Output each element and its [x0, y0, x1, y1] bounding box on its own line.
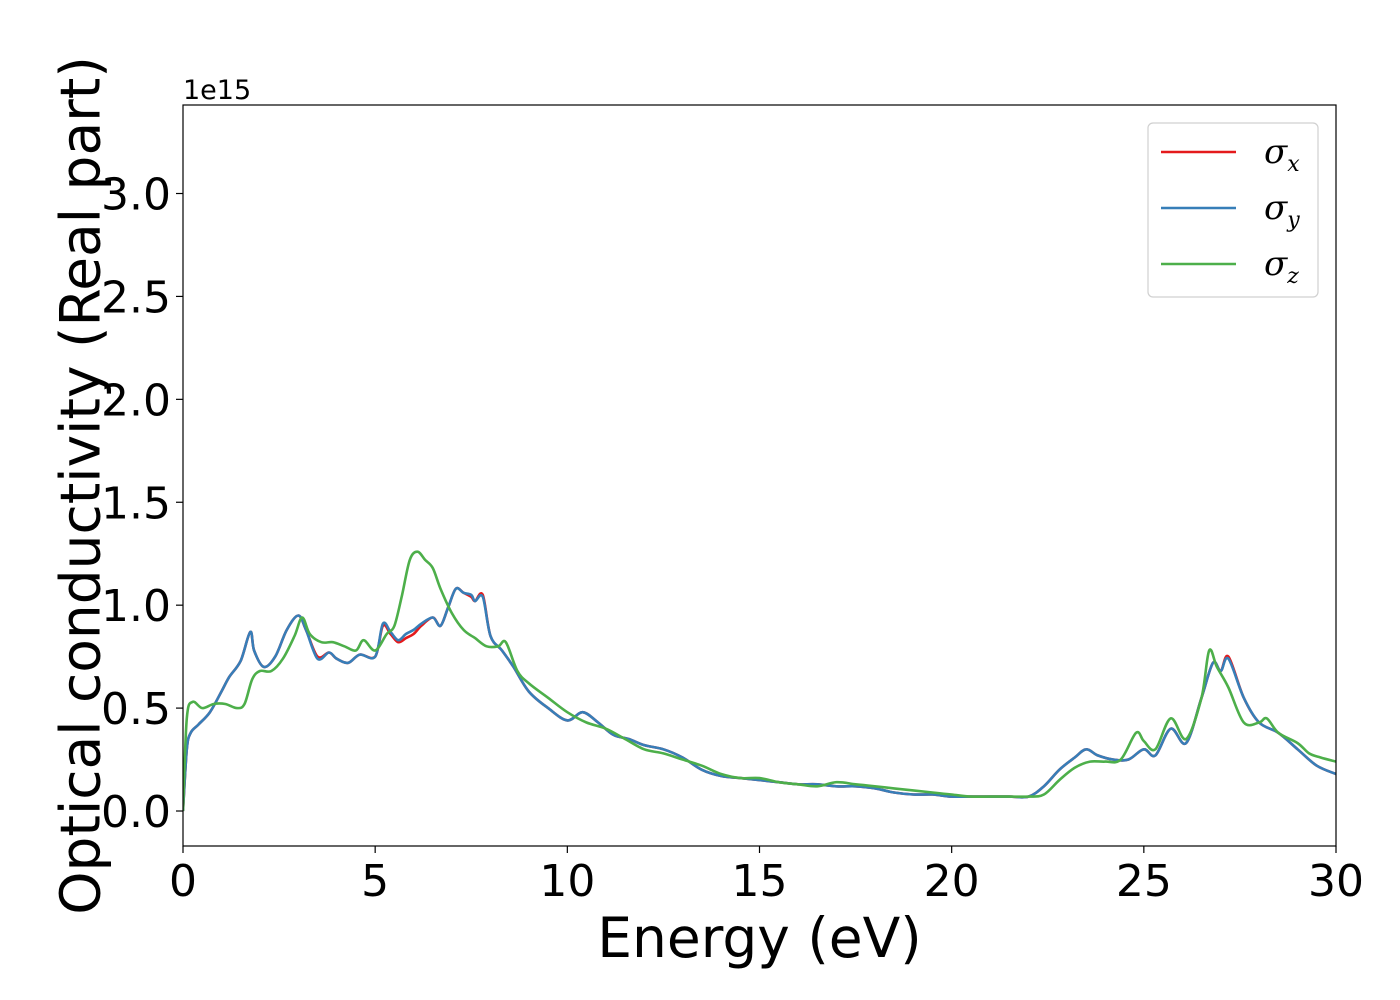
x-tick-label: 0 — [169, 856, 197, 907]
legend-subscript: x — [1287, 152, 1300, 177]
x-tick-label: 5 — [361, 856, 389, 907]
series-line-sigma-z — [183, 550, 1336, 812]
legend-label-sigma-y: σy — [1264, 188, 1300, 233]
x-tick-label: 15 — [732, 856, 788, 907]
series-line-sigma-y — [183, 586, 1336, 812]
y-tick-label: 0.0 — [101, 787, 171, 838]
x-axis-ticks: 0 5 10 15 20 25 30 — [169, 846, 1364, 907]
legend-symbol: σ — [1264, 188, 1288, 228]
y-axis-title: Optical conductivity (Real part) — [48, 56, 112, 915]
legend-symbol: σ — [1264, 244, 1288, 284]
y-tick-label: 3.0 — [101, 170, 171, 221]
legend-subscript: y — [1286, 208, 1300, 233]
y-tick-label: 2.0 — [101, 375, 171, 426]
y-tick-label: 1.0 — [101, 581, 171, 632]
legend-box — [1147, 122, 1319, 298]
x-axis-title: Energy (eV) — [597, 906, 921, 970]
plot-area — [183, 105, 1336, 846]
series-layer — [183, 550, 1336, 812]
legend-label-sigma-z: σz — [1264, 244, 1299, 289]
y-tick-label: 2.5 — [101, 272, 171, 323]
legend-subscript: z — [1286, 264, 1299, 289]
x-tick-label: 20 — [924, 856, 980, 907]
legend-symbol: σ — [1264, 132, 1288, 172]
y-axis-offset-label: 1e15 — [183, 75, 251, 106]
y-tick-label: 0.5 — [101, 684, 171, 735]
x-tick-label: 30 — [1308, 856, 1364, 907]
y-tick-label: 1.5 — [101, 478, 171, 529]
x-tick-label: 10 — [539, 856, 595, 907]
x-tick-label: 25 — [1116, 856, 1172, 907]
y-axis-ticks: 0.0 0.5 1.0 1.5 2.0 2.5 3.0 — [101, 170, 183, 838]
legend-label-sigma-x: σx — [1264, 132, 1300, 177]
